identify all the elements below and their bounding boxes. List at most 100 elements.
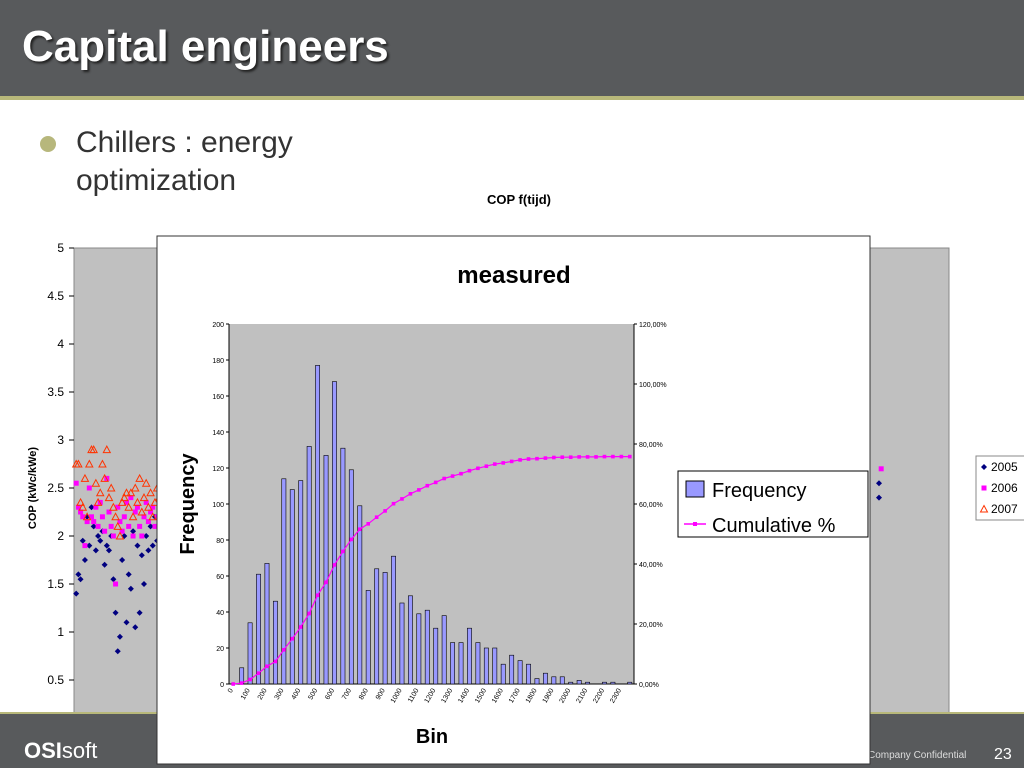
histogram-bar bbox=[441, 615, 447, 685]
scatter-point-2006 bbox=[75, 504, 81, 510]
scatter-point-2007 bbox=[102, 445, 112, 454]
scatter-point-2007 bbox=[82, 512, 92, 521]
title-bar: Capital engineers bbox=[0, 0, 1024, 100]
scatter-point-2005 bbox=[79, 537, 86, 544]
histogram-y2-tick-label: 60,00% bbox=[639, 502, 663, 509]
scatter-point-2005 bbox=[101, 561, 108, 568]
scatter-point-2006 bbox=[73, 480, 79, 486]
histogram-x-tick-label: 800 bbox=[358, 687, 370, 701]
scatter-point-2005 bbox=[143, 533, 150, 539]
cumulative-point bbox=[383, 509, 387, 513]
histogram-bar bbox=[602, 681, 607, 685]
histogram-bar bbox=[340, 447, 346, 685]
scatter-point-2006 bbox=[878, 466, 884, 472]
cumulative-point bbox=[594, 455, 598, 459]
legend-cumulative-label: Cumulative % bbox=[712, 515, 836, 537]
histogram-x-tick-label: 0 bbox=[227, 687, 235, 694]
scatter-point-2005 bbox=[130, 528, 137, 535]
histogram-bar bbox=[492, 647, 498, 685]
legend-marker-2005 bbox=[981, 464, 987, 470]
cumulative-point bbox=[341, 549, 345, 554]
bullet-text: Chillers : energy optimization bbox=[76, 126, 293, 197]
scatter-point-2007 bbox=[106, 483, 116, 492]
histogram-bar bbox=[542, 672, 548, 685]
scatter-point-2005 bbox=[106, 547, 112, 554]
histogram-y-tick-label: 140 bbox=[212, 430, 224, 437]
histogram-bar bbox=[585, 681, 591, 685]
scatter-point-2007 bbox=[78, 502, 88, 511]
histogram-bar bbox=[433, 627, 439, 685]
scatter-point-2007 bbox=[117, 497, 127, 506]
cumulative-point bbox=[298, 625, 303, 629]
histogram-bar bbox=[509, 654, 515, 685]
histogram-bar bbox=[576, 680, 582, 685]
scatter-point-2006 bbox=[134, 504, 140, 510]
scatter-point-2005 bbox=[110, 576, 117, 583]
logo-bold: OSI bbox=[24, 738, 62, 763]
cumulative-line bbox=[231, 454, 632, 686]
cumulative-point bbox=[391, 501, 396, 506]
cumulative-point bbox=[568, 455, 573, 459]
histogram-bar bbox=[264, 563, 270, 685]
scatter-point-2007 bbox=[104, 493, 114, 502]
legend-marker-2006 bbox=[981, 485, 987, 491]
scatter-point-2005 bbox=[132, 624, 139, 631]
cumulative-point bbox=[552, 455, 556, 460]
cumulative-point bbox=[357, 527, 362, 531]
scatter-y-tick-label: 3.5 bbox=[47, 385, 64, 399]
scatter-point-2005 bbox=[119, 557, 126, 563]
scatter-y-axis-label: COP (kWc/kWe) bbox=[27, 447, 39, 529]
scatter-point-2006 bbox=[113, 581, 119, 587]
scatter-point-2006 bbox=[91, 519, 97, 525]
cumulative-point bbox=[459, 471, 463, 476]
histogram-y-tick-label: 160 bbox=[212, 394, 224, 401]
histogram-bar bbox=[407, 595, 413, 685]
legend-label-2005: 2005 bbox=[991, 460, 1018, 474]
histogram-y-axis-label: Frequency bbox=[177, 453, 199, 555]
cumulative-point bbox=[400, 497, 404, 501]
histogram-bar bbox=[517, 660, 523, 685]
cumulative-point bbox=[332, 563, 337, 567]
histogram-x-tick-label: 600 bbox=[324, 687, 336, 701]
histogram-bar bbox=[559, 676, 565, 685]
scatter-point-2005 bbox=[149, 542, 156, 549]
scatter-point-2007 bbox=[74, 459, 83, 468]
histogram-y2-tick-label: 80,00% bbox=[639, 442, 663, 449]
scatter-point-2007 bbox=[137, 507, 147, 516]
histogram-bar bbox=[298, 480, 304, 685]
histogram-bar bbox=[315, 365, 321, 685]
histogram-bar bbox=[272, 600, 278, 685]
cumulative-point bbox=[602, 454, 607, 459]
scatter-y-tick-label: 0.5 bbox=[47, 673, 64, 687]
cumulative-point bbox=[408, 492, 413, 496]
scatter-point-2005 bbox=[123, 619, 130, 626]
scatter-point-2007 bbox=[139, 493, 149, 502]
cumulative-point bbox=[543, 456, 548, 460]
cumulative-point bbox=[526, 457, 531, 461]
histogram-bars bbox=[239, 365, 633, 685]
scatter-point-2005 bbox=[112, 609, 119, 616]
legend-frequency-swatch bbox=[685, 480, 705, 498]
scatter-point-2005 bbox=[141, 581, 147, 587]
histogram-y-tick-label: 120 bbox=[212, 466, 224, 473]
scatter-point-2007 bbox=[148, 512, 158, 521]
histogram-bar bbox=[483, 647, 489, 685]
scatter-y-tick-label: 2 bbox=[57, 529, 64, 543]
histogram-bar bbox=[467, 627, 472, 685]
cumulative-point bbox=[315, 593, 320, 597]
scatter-point-2007 bbox=[130, 483, 140, 492]
scatter-point-2006 bbox=[124, 499, 129, 505]
scatter-point-2006 bbox=[137, 523, 143, 529]
scatter-point-2006 bbox=[102, 528, 108, 534]
scatter-point-2007 bbox=[115, 531, 125, 540]
scatter-point-2006 bbox=[119, 528, 125, 534]
scatter-point-2007 bbox=[135, 473, 144, 482]
scatter-point-2007 bbox=[89, 445, 99, 454]
scatter-point-2007 bbox=[141, 478, 151, 487]
scatter-point-2006 bbox=[99, 514, 105, 520]
cumulative-point bbox=[433, 480, 438, 485]
histogram-x-tick-label: 700 bbox=[341, 687, 353, 701]
scatter-point-2005 bbox=[116, 633, 123, 640]
histogram-y-tick-label: 80 bbox=[216, 538, 224, 545]
histogram-bar bbox=[551, 676, 557, 685]
